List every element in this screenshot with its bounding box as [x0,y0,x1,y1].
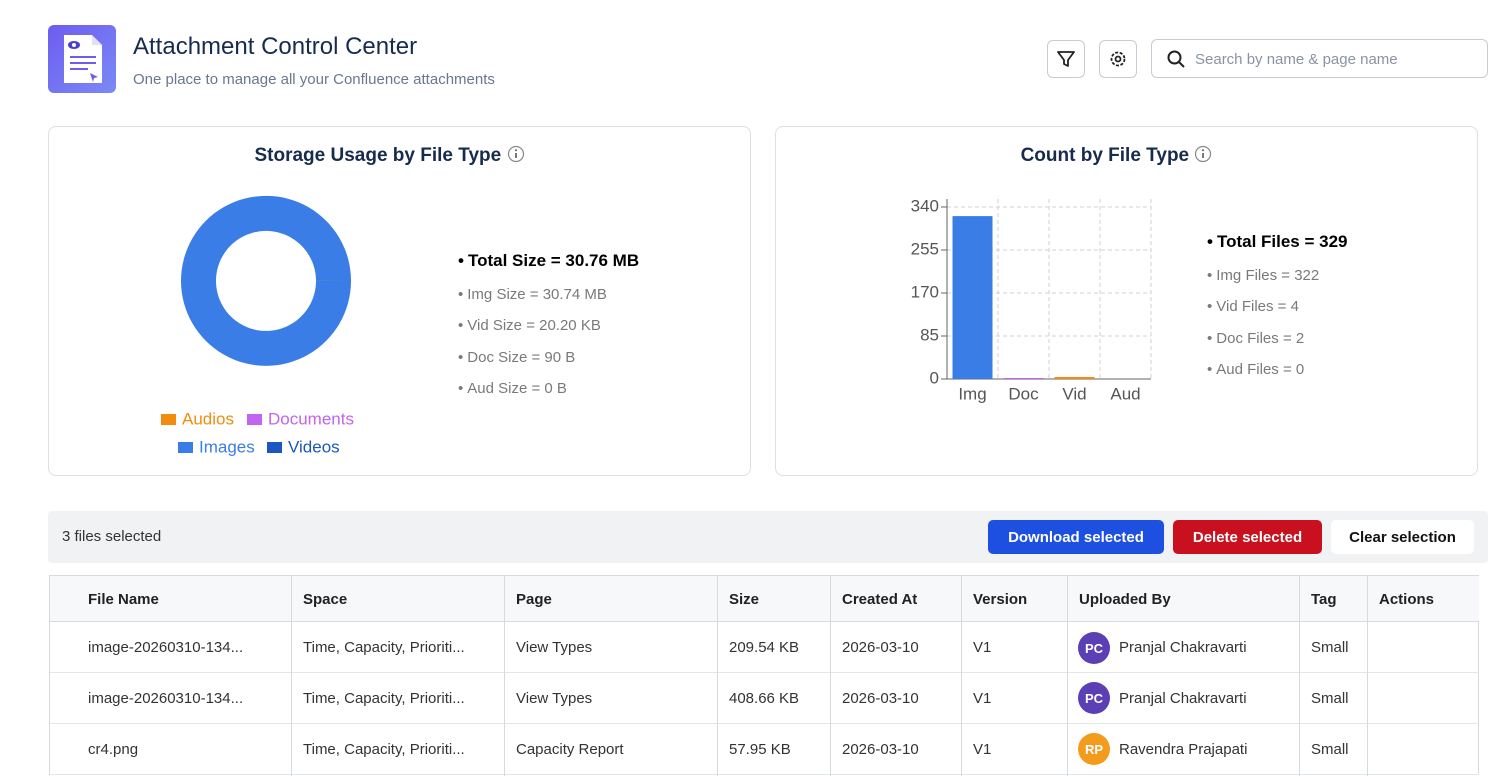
column-header[interactable]: Uploaded By [1079,576,1171,622]
column-divider [504,576,505,776]
row-divider [50,774,1479,775]
filter-icon [1056,49,1076,69]
app-title: Attachment Control Center [133,33,417,61]
uploader-name: Pranjal Chakravarti [1119,623,1247,672]
y-tick-label: 0 [930,368,939,387]
summary-item: Aud Files = 0 [1207,361,1304,378]
table-cell: 2026-03-10 [842,673,919,723]
attachments-table: File Name Space Page Size Created At Version U… [49,575,1479,775]
table-cell: View Types [516,673,592,723]
uploader-name: Ravendra Prajapati [1119,724,1247,774]
avatar: RP [1078,733,1110,765]
clear-button[interactable]: Clear selection [1331,520,1474,554]
column-header: Actions [1379,576,1434,622]
table-cell: image-20260310-134... [88,673,243,723]
summary-total: Total Files = 329 [1207,232,1348,252]
app-subtitle: One place to manage all your Confluence … [133,71,495,88]
table-cell: V1 [973,673,991,723]
column-divider [1067,576,1068,776]
avatar: PC [1078,632,1110,664]
table-cell: V1 [973,623,991,672]
summary-item: Img Files = 322 [1207,267,1319,284]
summary-item: Img Size = 30.74 MB [458,286,607,303]
column-divider [830,576,831,776]
column-header[interactable]: Space [303,576,347,622]
tag: Small [1311,724,1349,774]
legend-swatch [161,414,176,425]
column-divider [1367,576,1368,776]
table-cell: Time, Capacity, Prioriti... [303,724,465,774]
download-button[interactable]: Download selected [988,520,1164,554]
column-divider [1299,576,1300,776]
bar [1004,378,1044,379]
table-cell: 408.66 KB [729,673,799,723]
summary-total: Total Size = 30.76 MB [458,251,639,271]
column-header[interactable]: File Name [88,576,159,622]
table-cell: 2026-03-10 [842,724,919,774]
legend-label: Audios [182,409,234,428]
bar [1055,377,1095,379]
column-header[interactable]: Version [973,576,1027,622]
legend-label: Images [199,437,255,456]
column-header: Tag [1311,576,1337,622]
y-tick-label: 340 [911,196,939,215]
column-header[interactable]: Page [516,576,552,622]
avatar: PC [1078,682,1110,714]
table-cell: 57.95 KB [729,724,791,774]
logo-icon [48,25,116,93]
x-tick-label: Aud [1110,384,1140,403]
table-cell: image-20260310-134... [88,623,243,672]
tag: Small [1311,673,1349,723]
table-header-bg [50,576,1479,622]
search-box[interactable]: Search by name & page name [1151,39,1488,78]
table-cell: View Types [516,623,592,672]
legend-swatch [247,414,262,425]
column-header[interactable]: Size [729,576,759,622]
delete-button[interactable]: Delete selected [1173,520,1322,554]
settings-icon [1108,49,1128,69]
table-cell: 209.54 KB [729,623,799,672]
column-divider [961,576,962,776]
uploader-name: Pranjal Chakravarti [1119,673,1247,723]
column-header[interactable]: Created At [842,576,917,622]
column-divider [291,576,292,776]
legend-swatch [267,442,282,453]
y-tick-label: 255 [911,239,939,258]
summary-item: Aud Size = 0 B [458,380,567,397]
table-cell: Time, Capacity, Prioriti... [303,673,465,723]
summary-item: Doc Size = 90 B [458,349,575,366]
legend-swatch [178,442,193,453]
tag: Small [1311,623,1349,672]
x-tick-label: Img [958,384,986,403]
legend-label: Documents [268,409,354,428]
filter-button[interactable] [1047,40,1085,78]
table-cell: Capacity Report [516,724,624,774]
selection-status: 3 files selected [62,528,161,545]
y-tick-label: 170 [911,282,939,301]
y-tick-label: 85 [920,325,939,344]
table-cell: V1 [973,724,991,774]
table-cell: 2026-03-10 [842,623,919,672]
logo [48,25,116,93]
summary-item: Vid Files = 4 [1207,298,1299,315]
column-divider [717,576,718,776]
search-icon [1166,49,1186,69]
settings-button[interactable] [1099,40,1137,78]
donut-chart: Audios Documents Images Videos [49,127,752,477]
table-cell: Time, Capacity, Prioriti... [303,623,465,672]
bar [953,216,993,379]
search-placeholder: Search by name & page name [1195,51,1398,68]
bar-chart: 0 85 170 255 340 Img Doc Vid Aud [776,127,1479,477]
legend-label: Videos [288,437,340,456]
summary-item: Doc Files = 2 [1207,330,1304,347]
x-tick-label: Doc [1008,384,1039,403]
x-tick-label: Vid [1062,384,1086,403]
summary-item: Vid Size = 20.20 KB [458,317,601,334]
table-cell: cr4.png [88,724,138,774]
